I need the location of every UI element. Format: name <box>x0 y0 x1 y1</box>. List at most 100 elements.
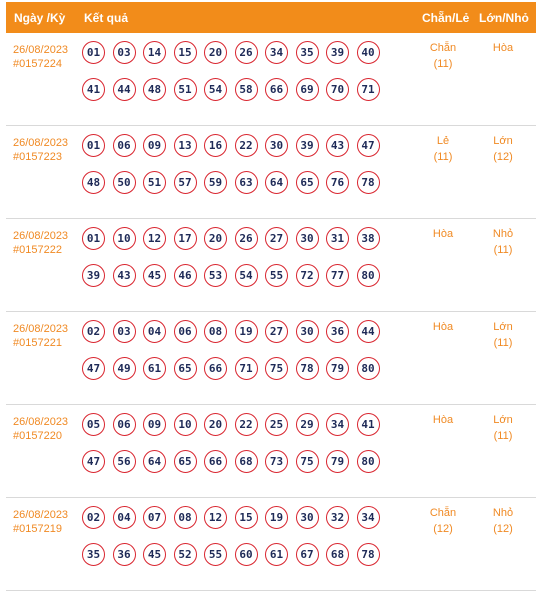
size-count: (11) <box>493 430 513 442</box>
draw-id[interactable]: #0157222 <box>13 244 62 256</box>
draw-date-cell[interactable]: 26/08/2023 #0157220 <box>13 415 68 443</box>
draw-date-cell[interactable]: 26/08/2023 #0157224 <box>13 43 68 71</box>
number-ball: 15 <box>173 41 197 64</box>
number-ball: 64 <box>143 450 166 473</box>
number-ball: 39 <box>326 41 349 64</box>
draw-date-cell[interactable]: 26/08/2023 #0157223 <box>13 136 68 164</box>
table-header: Ngày /Kỳ Kết quả Chẵn/Lẻ Lớn/Nhỏ <box>6 2 536 33</box>
number-ball: 80 <box>356 357 380 380</box>
number-ball: 57 <box>173 171 197 194</box>
number-ball: 43 <box>326 134 349 157</box>
number-ball: 41 <box>356 413 380 436</box>
parity-cell: Chẵn (11) <box>413 40 473 72</box>
draw-date-cell[interactable]: 26/08/2023 #0157222 <box>13 229 68 257</box>
number-ball: 03 <box>112 41 136 64</box>
ball-row: 01 06 09 13 16 22 30 39 43 47 <box>82 134 392 158</box>
number-ball: 43 <box>112 264 136 287</box>
number-ball: 27 <box>265 227 288 250</box>
parity-label: Hòa <box>432 228 454 240</box>
number-ball: 70 <box>326 78 349 101</box>
table-row: 26/08/2023 #0157221 02 03 04 06 08 19 27 30 36 44 47… <box>6 312 536 405</box>
number-ball: 07 <box>143 506 166 529</box>
draw-date-cell[interactable]: 26/08/2023 #0157221 <box>13 322 68 350</box>
parity-cell: Hòa <box>413 319 473 335</box>
draw-date[interactable]: 26/08/2023 <box>13 509 69 521</box>
number-ball: 75 <box>295 450 319 473</box>
draw-id[interactable]: #0157221 <box>13 337 62 349</box>
number-ball: 51 <box>173 78 197 101</box>
ball-row: 02 04 07 08 12 15 19 30 32 34 <box>82 506 392 530</box>
number-ball: 47 <box>356 134 380 157</box>
parity-cell: Lẻ (11) <box>413 133 473 165</box>
number-ball: 71 <box>356 78 380 101</box>
draw-id[interactable]: #0157224 <box>13 58 62 70</box>
size-label: Lớn <box>493 321 513 333</box>
parity-count: (12) <box>433 523 453 535</box>
number-ball: 39 <box>82 264 105 287</box>
result-balls: 02 04 07 08 12 15 19 30 32 34 35 36 45 52 55 60 61 67 68 78 <box>82 506 392 580</box>
draw-id[interactable]: #0157223 <box>13 151 62 163</box>
number-ball: 19 <box>265 506 288 529</box>
number-ball: 06 <box>112 413 136 436</box>
number-ball: 77 <box>326 264 349 287</box>
parity-cell: Hòa <box>413 412 473 428</box>
number-ball: 01 <box>82 227 105 250</box>
number-ball: 39 <box>295 134 319 157</box>
number-ball: 45 <box>143 543 166 566</box>
number-ball: 05 <box>82 413 105 436</box>
number-ball: 08 <box>204 320 227 343</box>
draw-date[interactable]: 26/08/2023 <box>13 416 69 428</box>
draw-id[interactable]: #0157220 <box>13 430 62 442</box>
number-ball: 59 <box>204 171 227 194</box>
table-row: 26/08/2023 #0157223 01 06 09 13 16 22 30 39 43 47 48… <box>6 126 536 219</box>
number-ball: 13 <box>173 134 197 157</box>
header-size: Lớn/Nhỏ <box>479 11 529 25</box>
parity-cell: Hòa <box>413 226 473 242</box>
size-cell: Hòa <box>473 40 533 56</box>
number-ball: 66 <box>204 450 227 473</box>
draw-date[interactable]: 26/08/2023 <box>13 323 69 335</box>
size-label: Hòa <box>492 42 514 54</box>
number-ball: 51 <box>143 171 166 194</box>
result-balls: 01 06 09 13 16 22 30 39 43 47 48 50 51 57 59 63 64 65 76 78 <box>82 134 392 208</box>
parity-cell: Chẵn (12) <box>413 505 473 537</box>
table-row: 26/08/2023 #0157220 05 06 09 10 20 22 25 29 34 41 47… <box>6 405 536 498</box>
number-ball: 14 <box>143 41 166 64</box>
number-ball: 54 <box>204 78 227 101</box>
draw-id[interactable]: #0157219 <box>13 523 62 535</box>
number-ball: 60 <box>234 543 258 566</box>
draw-date[interactable]: 26/08/2023 <box>13 44 69 56</box>
draw-date-cell[interactable]: 26/08/2023 #0157219 <box>13 508 68 536</box>
number-ball: 65 <box>295 171 319 194</box>
draw-date[interactable]: 26/08/2023 <box>13 230 69 242</box>
number-ball: 41 <box>82 78 105 101</box>
size-count: (12) <box>493 151 513 163</box>
number-ball: 66 <box>265 78 288 101</box>
number-ball: 71 <box>234 357 258 380</box>
number-ball: 68 <box>234 450 258 473</box>
number-ball: 35 <box>82 543 105 566</box>
number-ball: 25 <box>265 413 288 436</box>
size-label: Nhỏ <box>492 228 514 240</box>
number-ball: 10 <box>112 227 136 250</box>
number-ball: 65 <box>173 450 197 473</box>
ball-row: 47 49 61 65 66 71 75 78 79 80 <box>82 357 392 381</box>
number-ball: 31 <box>326 227 349 250</box>
number-ball: 47 <box>82 450 105 473</box>
number-ball: 80 <box>356 450 380 473</box>
size-count: (11) <box>493 337 513 349</box>
number-ball: 02 <box>82 506 105 529</box>
number-ball: 46 <box>173 264 197 287</box>
number-ball: 64 <box>265 171 288 194</box>
number-ball: 69 <box>295 78 319 101</box>
table-row: 26/08/2023 #0157224 01 03 14 15 20 26 34 35 39 40 41… <box>6 33 536 126</box>
number-ball: 22 <box>234 413 258 436</box>
draw-date[interactable]: 26/08/2023 <box>13 137 69 149</box>
number-ball: 44 <box>112 78 136 101</box>
number-ball: 40 <box>356 41 380 64</box>
number-ball: 06 <box>112 134 136 157</box>
number-ball: 75 <box>265 357 288 380</box>
number-ball: 79 <box>326 450 349 473</box>
number-ball: 65 <box>173 357 197 380</box>
number-ball: 50 <box>112 171 136 194</box>
